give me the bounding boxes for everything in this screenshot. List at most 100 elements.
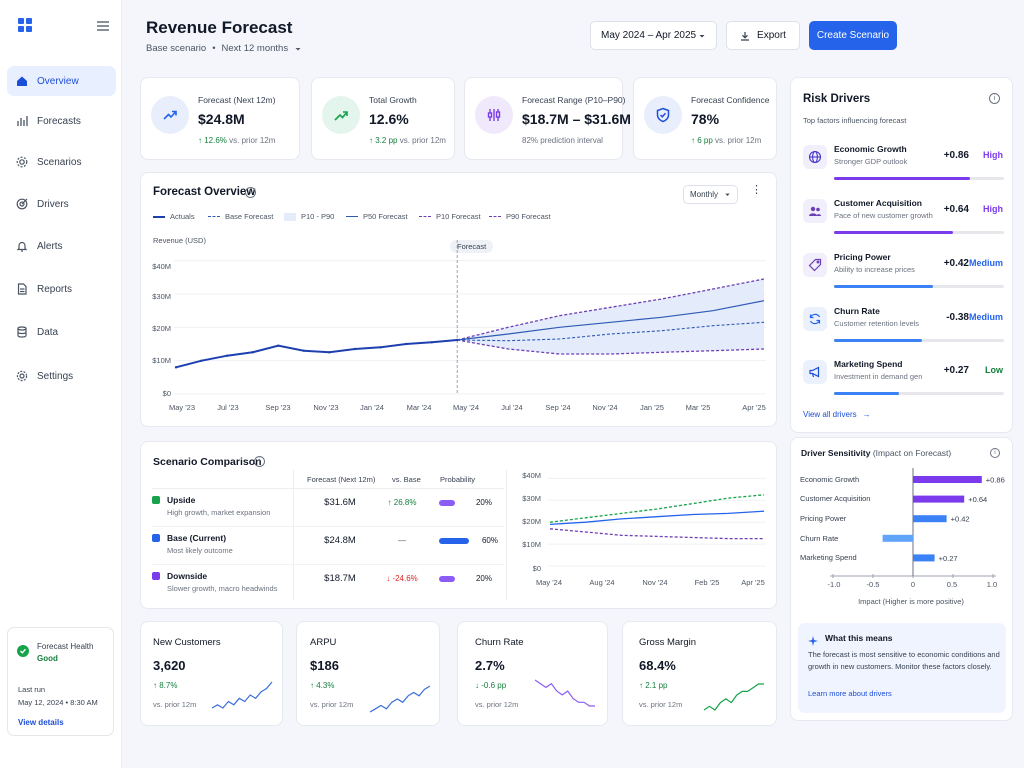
driver-value: +0.27 [943, 365, 969, 376]
driver-impact-track [834, 285, 1004, 288]
info-icon[interactable]: i [254, 456, 265, 467]
probability-value: 20% [475, 574, 492, 583]
x-tick: Sep '24 [545, 403, 571, 412]
scenario-row-upside[interactable]: Upside High growth, market expansion $31… [152, 495, 769, 535]
learn-more-link[interactable]: Learn more about drivers [808, 689, 892, 698]
x-tick: Aug '24 [589, 578, 615, 587]
metric-label: ARPU [310, 637, 337, 648]
driver-impact-bar [834, 177, 970, 180]
users-icon [803, 199, 827, 223]
driver-desc: Ability to increase prices [834, 265, 915, 274]
x-tick: -0.5 [866, 580, 880, 589]
scenario-chart [548, 477, 766, 567]
create-scenario-button[interactable]: Create Scenario [809, 21, 897, 50]
x-tick: Mar '25 [685, 403, 711, 412]
actuals-point [328, 351, 331, 354]
scenario-name: Base (Current) [167, 533, 227, 543]
kpi-value: 12.6% [369, 111, 409, 127]
chevron-down-icon [295, 47, 301, 50]
actuals-point [404, 342, 408, 346]
view-details-link[interactable]: View details [18, 718, 64, 727]
risk-drivers-title: Risk Drivers [803, 93, 871, 105]
risk-driver-marketing-spend[interactable]: Marketing Spend Investment in demand gen… [801, 359, 1005, 410]
sidebar-item-scenarios[interactable]: Scenarios [7, 147, 116, 177]
sidebar-item-overview[interactable]: Overview [7, 66, 116, 96]
last-run-time: May 12, 2024 • 8:30 AM [18, 698, 98, 707]
kpi-card-growth: Total Growth 12.6% ↑ 3.2 pp vs. prior 12… [311, 77, 455, 160]
info-icon[interactable]: i [245, 187, 256, 198]
base-forecast-line [457, 321, 765, 342]
x-tick: Jul '23 [217, 403, 239, 412]
risk-driver-churn-rate[interactable]: Churn Rate Customer retention levels -0.… [801, 306, 1005, 357]
app-logo-icon[interactable] [18, 18, 32, 32]
forecast-band [457, 279, 764, 354]
menu-toggle-icon[interactable] [97, 19, 109, 31]
sidebar-item-label: Drivers [37, 198, 69, 210]
granularity-label: Monthly [689, 190, 718, 199]
y-tick: $20M [522, 517, 541, 526]
scenario-row-base[interactable]: Base (Current) Most likely outcome $24.8… [152, 533, 769, 573]
sidebar-item-reports[interactable]: Reports [7, 274, 116, 304]
driver-impact-bar [834, 231, 953, 234]
risk-driver-economic-growth[interactable]: Economic Growth Stronger GDP outlook +0.… [801, 144, 1005, 195]
metric-value: 2.7% [475, 658, 505, 673]
info-icon[interactable]: i [990, 448, 1000, 458]
x-tick: Apr '25 [741, 578, 765, 587]
sidebar-item-alerts[interactable]: Alerts [7, 231, 116, 261]
driver-name: Marketing Spend [834, 359, 903, 369]
driver-value: +0.86 [943, 150, 969, 161]
column-divider [506, 470, 507, 600]
x-tick: Jan '24 [360, 403, 384, 412]
metric-card-new-customers: New Customers 3,620 ↑ 8.7% vs. prior 12m [140, 621, 283, 726]
kpi-label: Forecast (Next 12m) [198, 95, 276, 105]
sidebar-item-label: Scenarios [37, 156, 82, 168]
x-tick: Feb '25 [694, 578, 720, 587]
arrow-up-icon: ↑ [369, 136, 376, 145]
scenario-desc: Most likely outcome [167, 546, 233, 555]
legend-p50: P50 Forecast [346, 212, 408, 221]
actuals-line [175, 339, 458, 369]
divider [152, 526, 504, 527]
driver-impact-track [834, 231, 1004, 234]
column-divider [293, 470, 294, 600]
kpi-sub: vs. prior 12m [399, 136, 446, 145]
date-range-dropdown[interactable]: May 2024 – Apr 2025 [590, 21, 717, 50]
last-run-label: Last run [18, 685, 46, 694]
legend-actuals: Actuals [153, 212, 195, 221]
scenario-swatch [152, 534, 160, 542]
sensitivity-value-label: +0.64 [968, 495, 987, 504]
actuals-point [379, 346, 382, 349]
sidebar-item-data[interactable]: Data [7, 317, 116, 347]
sensitivity-title: Driver Sensitivity (Impact on Forecast) [801, 448, 952, 458]
scenario-row-downside[interactable]: Downside Slower growth, macro headwinds … [152, 571, 769, 611]
metric-card-arpu: ARPU $186 ↑ 4.3% vs. prior 12m [296, 621, 440, 726]
info-icon[interactable]: i [989, 93, 1000, 104]
scenario-selector[interactable]: Base scenario • Next 12 months [146, 43, 302, 54]
megaphone-icon [803, 360, 827, 384]
kpi-delta-line: ↑ 3.2 pp vs. prior 12m [369, 136, 446, 145]
bar-chart-icon [17, 116, 28, 126]
granularity-dropdown[interactable]: Monthly [683, 185, 738, 204]
view-all-drivers-link[interactable]: View all drivers → [803, 410, 871, 419]
sidebar-item-drivers[interactable]: Drivers [7, 189, 116, 219]
arrow-up-icon: ↑ [198, 136, 205, 145]
metric-card-gross-margin: Gross Margin 68.4% ↑ 2.1 pp vs. prior 12… [622, 621, 777, 726]
risk-driver-pricing-power[interactable]: Pricing Power Ability to increase prices… [801, 252, 1005, 303]
x-tick: May '24 [535, 578, 563, 587]
risk-driver-customer-acquisition[interactable]: Customer Acquisition Pace of new custome… [801, 198, 1005, 249]
scenario-icon [16, 156, 28, 168]
p90-forecast-line [457, 278, 765, 341]
driver-value: +0.42 [943, 258, 969, 269]
tag-icon [803, 253, 827, 277]
gear-icon [16, 370, 28, 382]
probability-bar [439, 538, 469, 544]
shield-icon [644, 96, 682, 134]
x-tick: Jul '24 [501, 403, 523, 412]
sidebar-item-settings[interactable]: Settings [7, 361, 116, 391]
p50-forecast-line [457, 300, 765, 341]
export-button[interactable]: Export [726, 21, 800, 50]
y-tick: $0 [532, 564, 541, 573]
more-options-icon[interactable]: ⋮ [751, 184, 762, 196]
kpi-delta-line: ↑ 6 pp vs. prior 12m [691, 136, 761, 145]
sidebar-item-forecasts[interactable]: Forecasts [7, 106, 116, 136]
